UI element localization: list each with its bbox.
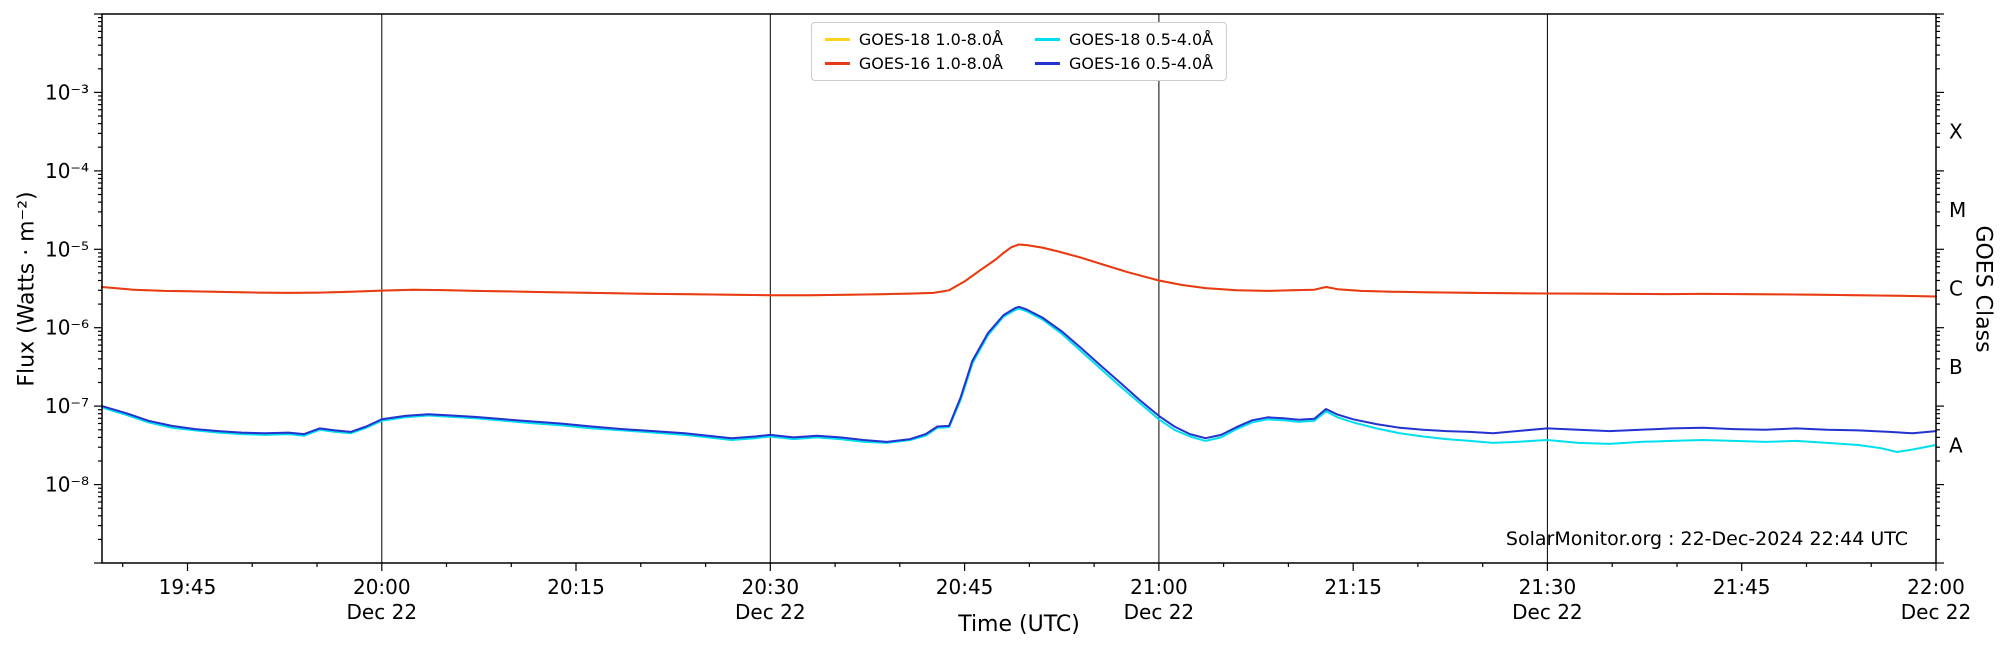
goes-class-letter: C: [1949, 277, 1963, 301]
y-tick-label: 10⁻⁷: [45, 394, 89, 418]
legend: GOES-18 1.0-8.0Å GOES-18 0.5-4.0Å GOES-1…: [810, 22, 1228, 81]
series-goes18_short: [101, 307, 1937, 453]
solarmonitor-timestamp: SolarMonitor.org : 22-Dec-2024 22:44 UTC: [1505, 528, 1908, 550]
goes-class-axis-label: GOES Class: [1970, 225, 1996, 353]
legend-line-swatch: [824, 38, 850, 41]
series-goes16_short: [101, 305, 1937, 443]
x-tick-label: 19:45: [159, 575, 217, 599]
x-gridlines: [381, 14, 1548, 563]
goes-class-letter: M: [1949, 198, 1966, 222]
y-tick-label: 10⁻⁵: [45, 237, 89, 261]
y-tick-label: 10⁻⁴: [45, 159, 89, 183]
x-axis-label: Time (UTC): [958, 612, 1080, 637]
legend-line-swatch: [1035, 62, 1060, 65]
x-tick-label: 20:15: [547, 575, 605, 599]
goes-class-letter: B: [1949, 355, 1963, 379]
legend-label: GOES-16 0.5-4.0Å: [1069, 54, 1214, 73]
goes-class-letter: X: [1949, 120, 1963, 144]
legend-item-goes16-long: GOES-16 1.0-8.0Å: [824, 54, 1003, 73]
legend-label: GOES-16 1.0-8.0Å: [858, 54, 1003, 73]
x-tick-label: 20:00: [353, 575, 411, 599]
series-goes18_long: [101, 243, 1937, 298]
y-axis-label: Flux (Watts · m⁻²): [14, 191, 40, 387]
y-tick-label: 10⁻⁸: [45, 473, 89, 497]
series-lines: [101, 243, 1937, 453]
axis-ticks: [94, 13, 1944, 571]
x-tick-label: 20:45: [936, 575, 994, 599]
y-tick-label: 10⁻⁶: [45, 316, 89, 340]
legend-label: GOES-18 1.0-8.0Å: [858, 30, 1003, 49]
x-tick-label: 21:15: [1324, 575, 1382, 599]
x-tick-label: 20:30: [741, 575, 799, 599]
series-goes16_long: [101, 243, 1937, 298]
x-tick-date-label: Dec 22: [1512, 600, 1583, 624]
x-tick-date-label: Dec 22: [1124, 600, 1195, 624]
legend-item-goes18-long: GOES-18 1.0-8.0Å: [824, 30, 1003, 49]
x-tick-label: 21:45: [1713, 575, 1771, 599]
x-tick-label: 21:30: [1519, 575, 1577, 599]
legend-item-goes18-short: GOES-18 0.5-4.0Å: [1035, 30, 1213, 49]
x-tick-label: 22:00: [1907, 575, 1965, 599]
legend-item-goes16-short: GOES-16 0.5-4.0Å: [1035, 54, 1213, 73]
y-tick-label: 10⁻³: [45, 80, 89, 104]
legend-line-swatch: [1035, 38, 1060, 41]
x-tick-date-label: Dec 22: [735, 600, 806, 624]
legend-line-swatch: [824, 62, 850, 65]
x-tick-date-label: Dec 22: [347, 600, 418, 624]
x-tick-label: 21:00: [1130, 575, 1188, 599]
legend-label: GOES-18 0.5-4.0Å: [1069, 30, 1214, 49]
plot-border: [101, 13, 1937, 564]
x-tick-date-label: Dec 22: [1901, 600, 1972, 624]
goes-class-letter: A: [1949, 433, 1963, 457]
